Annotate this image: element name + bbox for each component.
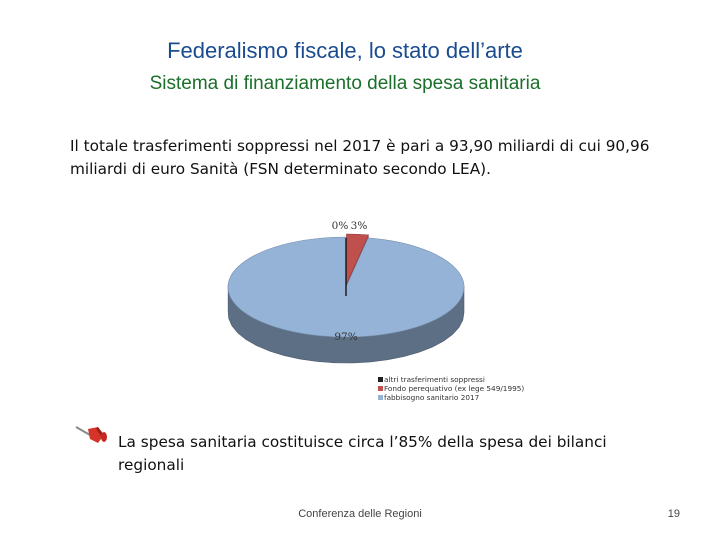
bullet-text: La spesa sanitaria costituisce circa l’8… bbox=[118, 433, 607, 474]
page-number: 19 bbox=[667, 508, 680, 520]
data-label-fondo: 3% bbox=[351, 220, 368, 232]
legend-swatch-altri bbox=[378, 377, 383, 382]
footer-text: Conferenza delle Regioni bbox=[298, 508, 422, 520]
legend-swatch-fondo bbox=[378, 386, 383, 391]
slide-title: Federalismo fiscale, lo stato dell’arte bbox=[167, 38, 523, 63]
legend-item-fabbisogno: fabbisogno sanitario 2017 bbox=[378, 393, 524, 402]
legend-label-fondo: Fondo perequativo (ex lege 549/1995) bbox=[384, 384, 525, 393]
data-label-fabbisogno: 97% bbox=[334, 331, 357, 343]
legend-swatch-fabbisogno bbox=[378, 395, 383, 400]
slide-subtitle: Sistema di finanziamento della spesa san… bbox=[149, 73, 541, 94]
legend-item-fondo: Fondo perequativo (ex lege 549/1995) bbox=[378, 384, 524, 393]
pushpin-icon bbox=[75, 426, 107, 443]
pie-slice-fondo bbox=[346, 233, 370, 285]
chart-legend: altri trasferimenti soppressi Fondo pere… bbox=[378, 375, 524, 402]
intro-text: Il totale trasferimenti soppressi nel 20… bbox=[70, 137, 650, 178]
legend-label-altri: altri trasferimenti soppressi bbox=[384, 375, 485, 384]
legend-label-fabbisogno: fabbisogno sanitario 2017 bbox=[384, 393, 480, 402]
legend-item-altri: altri trasferimenti soppressi bbox=[378, 375, 524, 384]
data-label-altri: 0% bbox=[332, 220, 349, 232]
